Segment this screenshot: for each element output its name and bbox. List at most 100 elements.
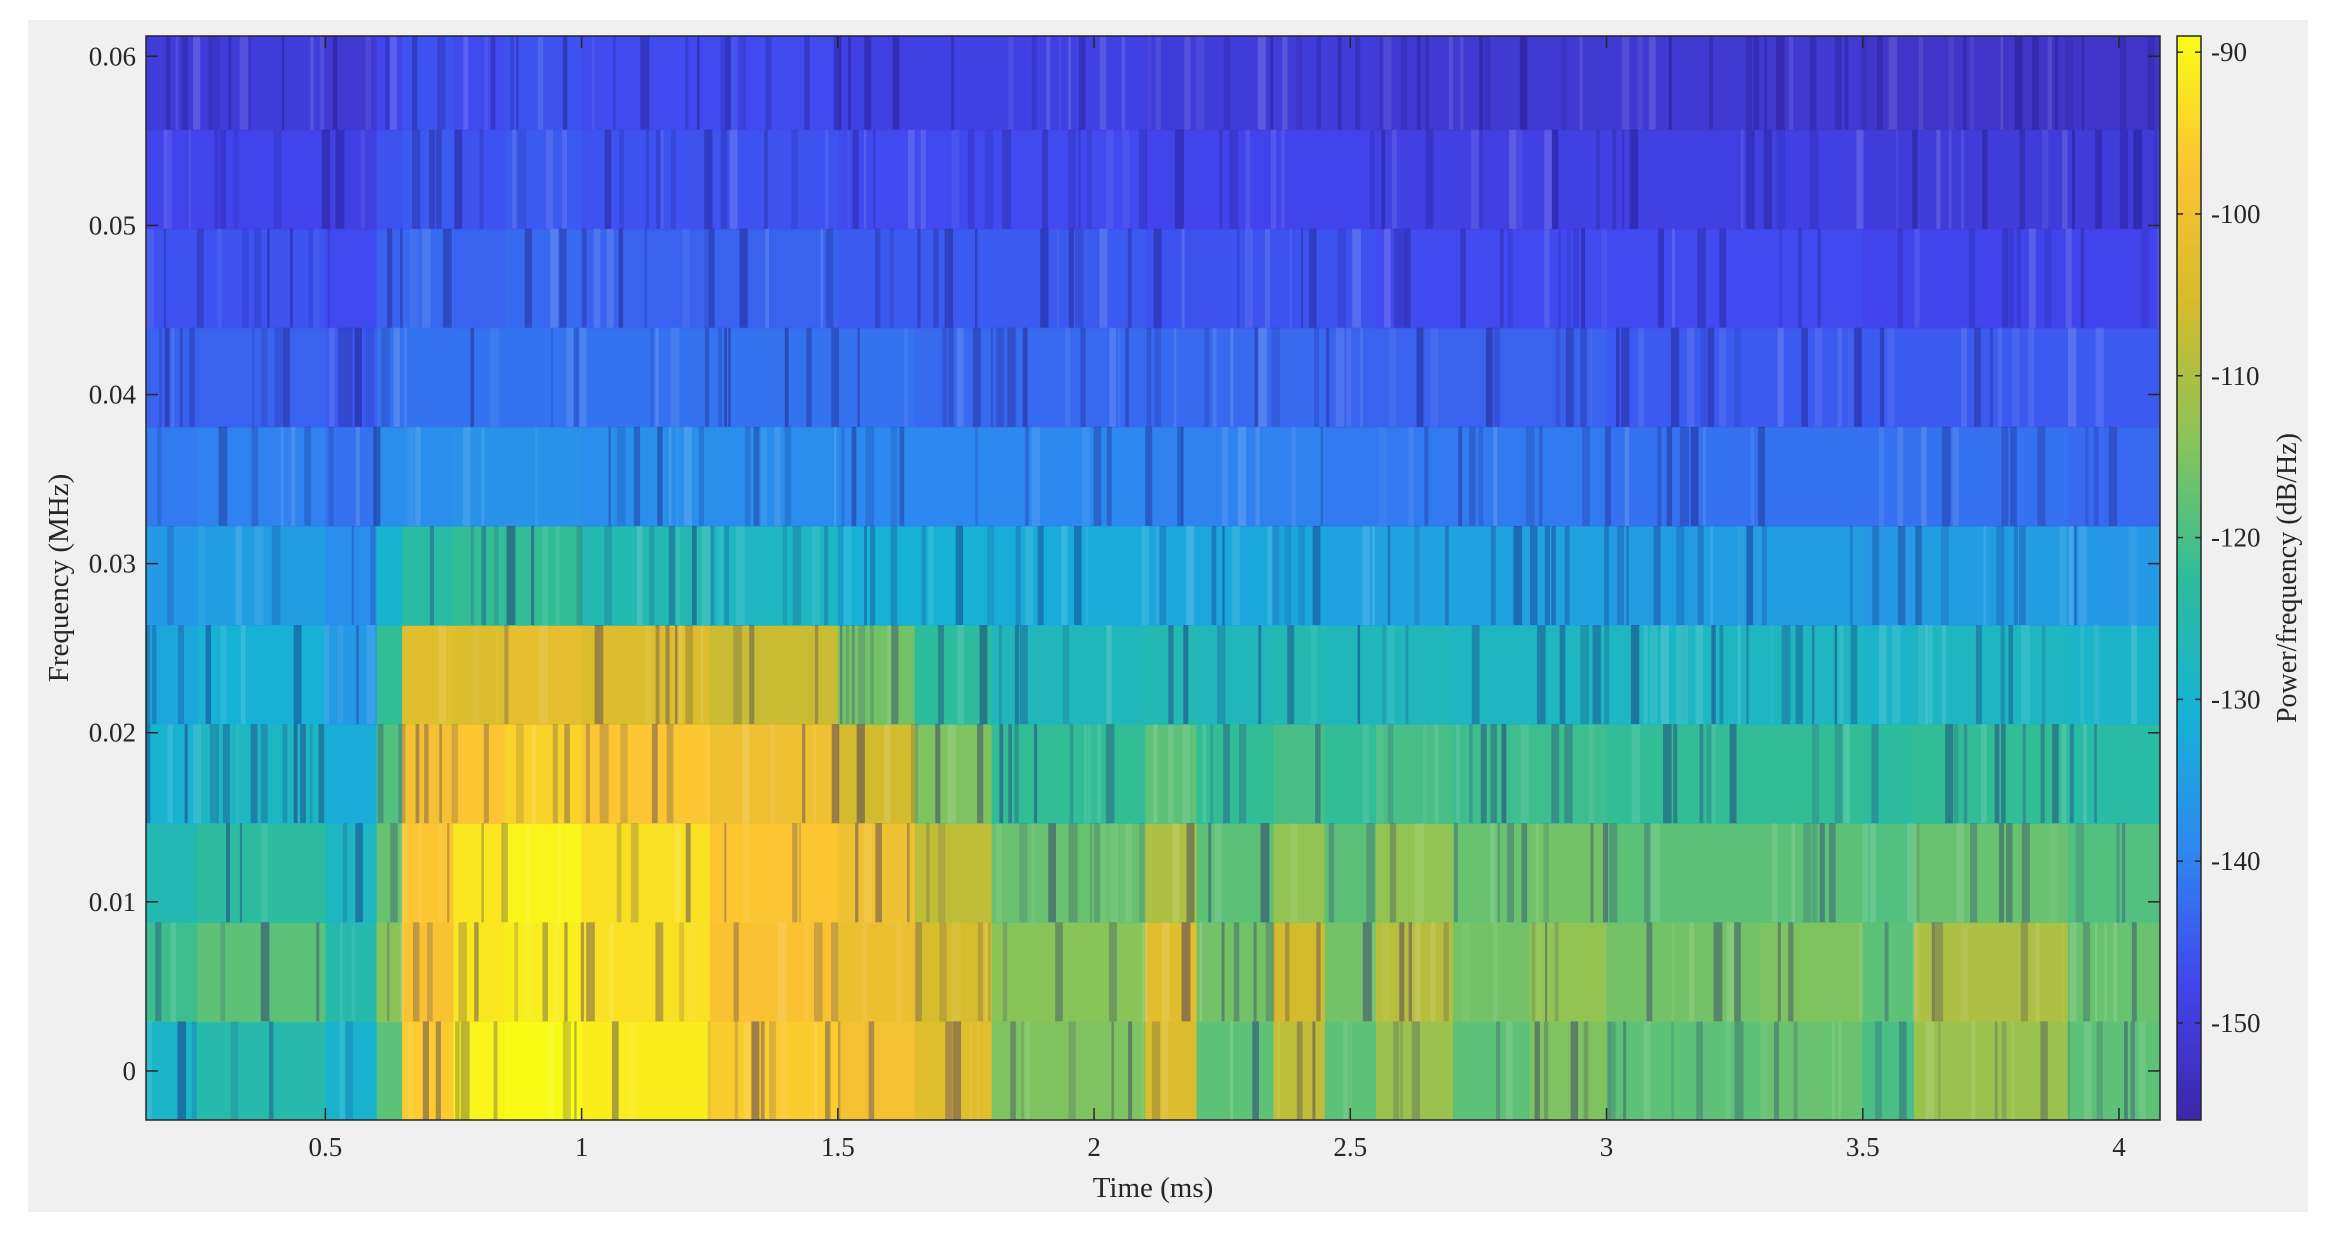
texture-streak (1758, 426, 1765, 526)
spectrogram-cell (1914, 228, 2069, 329)
texture-streak (987, 525, 995, 625)
texture-streak (2054, 36, 2059, 130)
spectrogram-cell (1529, 327, 1608, 428)
texture-streak (1497, 823, 1500, 923)
spectrogram-cell (1452, 1021, 1531, 1120)
x-tick-label: 2.5 (1333, 1132, 1367, 1162)
texture-streak (1834, 625, 1837, 725)
spectrogram-cell (1529, 129, 1608, 230)
spectrogram-cell (991, 129, 1147, 230)
spectrogram-cell (581, 1021, 711, 1120)
texture-streak (1221, 922, 1225, 1022)
texture-streak (1161, 1021, 1168, 1120)
texture-streak (1975, 625, 1982, 725)
spectrogram-cell (197, 625, 327, 725)
texture-streak (676, 525, 680, 625)
spectrogram-cell (376, 525, 403, 626)
texture-streak (1725, 1021, 1731, 1120)
spectrogram-cell (504, 922, 583, 1023)
texture-streak (1097, 724, 1102, 824)
spectrogram-cell (1606, 525, 1761, 626)
texture-streak (2059, 525, 2067, 625)
colorbar-tick-label: -120 (2211, 523, 2261, 553)
texture-streak (967, 129, 975, 229)
texture-streak (1856, 129, 1864, 229)
texture-streak (720, 36, 724, 130)
texture-streak (2113, 922, 2118, 1022)
texture-streak (604, 525, 613, 625)
texture-streak (1719, 228, 1727, 328)
texture-streak (1912, 922, 1919, 1022)
texture-streak (387, 228, 393, 328)
texture-streak (532, 724, 536, 824)
spectrogram-cell (2067, 724, 2160, 824)
texture-streak (1764, 36, 1767, 130)
spectrogram-cell (1862, 724, 1915, 824)
texture-streak (525, 922, 534, 1022)
texture-streak (228, 36, 232, 130)
texture-streak (1589, 724, 1595, 824)
texture-streak (1997, 327, 2003, 427)
texture-streak (1222, 525, 1225, 625)
texture-streak (576, 525, 583, 625)
texture-streak (2040, 1021, 2048, 1120)
texture-streak (260, 823, 268, 923)
spectrogram-cell (914, 36, 993, 131)
texture-streak (1622, 36, 1630, 130)
texture-streak (2001, 426, 2009, 526)
texture-streak (616, 823, 622, 923)
texture-streak (2052, 724, 2059, 824)
spectrogram-cell (453, 327, 506, 428)
texture-streak (2021, 625, 2030, 725)
texture-streak (1519, 36, 1528, 130)
texture-streak (676, 426, 679, 526)
texture-streak (1815, 327, 1823, 427)
texture-streak (1008, 36, 1014, 130)
texture-streak (393, 327, 400, 427)
texture-streak (1604, 426, 1612, 526)
texture-streak (283, 327, 290, 427)
texture-streak (1122, 129, 1130, 229)
texture-streak (555, 525, 561, 625)
texture-streak (630, 823, 639, 923)
texture-streak (933, 228, 939, 328)
spectrogram-cell (1606, 426, 1761, 527)
texture-streak (1631, 724, 1641, 824)
texture-streak (2096, 1021, 2103, 1120)
spectrogram-cell (709, 823, 839, 924)
texture-streak (2094, 724, 2097, 824)
texture-streak (1479, 36, 1484, 130)
texture-streak (1310, 625, 1317, 725)
texture-streak (1646, 922, 1653, 1022)
texture-streak (1650, 625, 1658, 725)
texture-streak (814, 625, 819, 725)
texture-streak (400, 823, 407, 923)
texture-streak (1202, 724, 1207, 824)
texture-streak (1670, 327, 1680, 427)
texture-streak (1726, 922, 1734, 1022)
spectrogram-cell (146, 129, 198, 230)
texture-streak (855, 823, 859, 923)
spectrogram-cell (991, 1021, 1147, 1120)
texture-streak (1551, 724, 1560, 824)
texture-streak (1734, 1021, 1744, 1120)
texture-streak (387, 922, 390, 1022)
texture-streak (1552, 129, 1559, 229)
texture-streak (2128, 525, 2137, 625)
spectrogram-cell (146, 922, 198, 1023)
texture-streak (1719, 625, 1724, 725)
texture-streak (921, 525, 926, 625)
texture-streak (293, 625, 302, 725)
texture-streak (1147, 36, 1152, 130)
texture-streak (674, 823, 681, 923)
texture-streak (2085, 426, 2089, 526)
texture-streak (779, 1021, 789, 1120)
texture-streak (184, 724, 188, 824)
texture-streak (280, 426, 284, 526)
spectrogram-cell (991, 228, 1147, 329)
spectrogram-cell (1375, 129, 1454, 230)
texture-streak (1106, 625, 1112, 725)
texture-streak (1277, 1021, 1280, 1120)
texture-streak (1245, 228, 1253, 328)
texture-streak (1499, 228, 1504, 328)
